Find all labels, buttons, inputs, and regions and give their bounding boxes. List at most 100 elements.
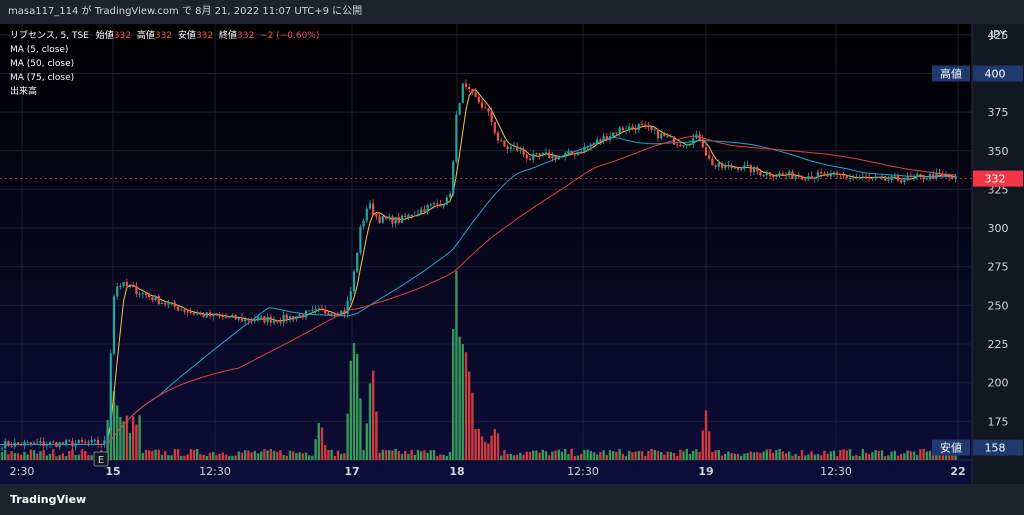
- tradingview-logo[interactable]: TradingView: [10, 493, 87, 506]
- price-chart[interactable]: 175 200 225 250 275 300 325 350 375 400 425 2:30 15…: [0, 24, 1024, 484]
- candle-body: [324, 309, 327, 314]
- candle-body: [240, 317, 244, 322]
- candle-body: [740, 168, 743, 170]
- price-axis-background: [972, 24, 1024, 484]
- volume-bar: [701, 430, 704, 460]
- volume-bar: [474, 429, 477, 460]
- candle-body: [36, 442, 39, 444]
- candle-body: [4, 441, 7, 449]
- volume-bar: [864, 452, 868, 460]
- volume-bar: [352, 343, 356, 460]
- candle-body: [320, 308, 324, 310]
- candle-body: [743, 165, 746, 169]
- candle-body: [653, 129, 656, 131]
- candle-body: [519, 149, 522, 151]
- candle-body: [720, 163, 724, 168]
- candle-body: [128, 285, 132, 287]
- y-tick-label: 325: [988, 183, 1009, 196]
- candle-body: [804, 179, 807, 181]
- candle-body: [116, 286, 119, 297]
- candle-body: [717, 163, 720, 167]
- candle-body: [714, 165, 717, 167]
- candle-body: [583, 147, 586, 153]
- volume-bar: [919, 449, 922, 460]
- candle-body: [164, 302, 167, 305]
- candle-body: [196, 313, 199, 315]
- candle-body: [522, 149, 525, 155]
- candle-body: [375, 214, 378, 217]
- candle-body: [77, 440, 80, 444]
- volume-bar: [36, 453, 39, 460]
- volume-bar: [20, 454, 23, 460]
- candle-body: [208, 312, 212, 317]
- volume-bar: [151, 450, 154, 460]
- volume-bar: [189, 449, 192, 460]
- volume-bar: [727, 451, 730, 460]
- candle-body: [551, 155, 554, 159]
- volume-bar: [874, 449, 877, 460]
- volume-bar: [765, 449, 768, 460]
- candle-body: [74, 443, 77, 447]
- candle-body: [448, 193, 452, 198]
- legend-close-label: 終値: [219, 29, 237, 41]
- volume-bar: [845, 450, 848, 460]
- candle-body: [874, 176, 877, 178]
- volume-bar: [221, 452, 224, 460]
- legend-ma75[interactable]: MA (75, close): [10, 73, 74, 83]
- volume-bar: [768, 449, 772, 460]
- candle-body: [340, 310, 343, 316]
- volume-bar: [928, 450, 932, 460]
- candle-body: [295, 316, 298, 320]
- chart-svg[interactable]: 175 200 225 250 275 300 325 350 375 400 425 2:30 15…: [0, 24, 1024, 484]
- candle-body: [407, 214, 410, 218]
- legend-ma50[interactable]: MA (50, close): [10, 59, 74, 69]
- candle-body: [794, 176, 797, 179]
- candle-body: [16, 442, 20, 445]
- candle-body: [864, 176, 868, 178]
- candle-body: [135, 286, 138, 295]
- volume-bar: [644, 455, 647, 460]
- candle-body: [23, 442, 26, 446]
- volume-bar: [295, 453, 298, 460]
- volume-bar: [938, 455, 941, 460]
- candle-body: [893, 175, 896, 177]
- candle-body: [90, 439, 93, 443]
- candle-body: [909, 175, 912, 177]
- volume-bar: [346, 413, 349, 460]
- candle-body: [762, 175, 765, 177]
- volume-bar: [832, 450, 836, 460]
- candle-body: [576, 151, 580, 155]
- volume-bar: [573, 455, 576, 460]
- candle-body: [256, 317, 260, 321]
- candle-body: [384, 215, 388, 219]
- candle-body: [138, 293, 141, 295]
- legend-change: −2 (−0.60%): [260, 31, 319, 41]
- footer: TradingView: [0, 484, 1024, 515]
- volume-bar: [375, 411, 378, 460]
- volume-bar: [160, 454, 164, 460]
- volume-bar: [858, 455, 861, 460]
- volume-bar: [442, 454, 445, 460]
- volume-bar: [32, 450, 36, 460]
- legend-volume[interactable]: 出来高: [10, 85, 37, 97]
- candle-body: [263, 316, 266, 323]
- share-text: masa117_114 が TradingView.com で 8月 21, 2…: [8, 6, 363, 17]
- volume-bar: [183, 455, 186, 460]
- volume-bar: [215, 455, 218, 460]
- candle-body: [544, 152, 548, 154]
- candle-body: [500, 140, 503, 142]
- volume-bar: [624, 456, 628, 460]
- volume-bar: [634, 451, 637, 460]
- volume-bar: [909, 451, 912, 460]
- candle-body: [490, 111, 493, 123]
- volume-bar: [602, 450, 605, 460]
- volume-bar: [538, 452, 541, 460]
- candle-body: [410, 214, 413, 217]
- candle-body: [186, 311, 189, 313]
- volume-bar: [775, 450, 778, 460]
- volume-bar: [55, 456, 58, 460]
- volume-bar: [672, 452, 676, 460]
- volume-bar: [356, 353, 359, 460]
- legend-ma5[interactable]: MA (5, close): [10, 45, 68, 55]
- volume-bar: [244, 450, 247, 460]
